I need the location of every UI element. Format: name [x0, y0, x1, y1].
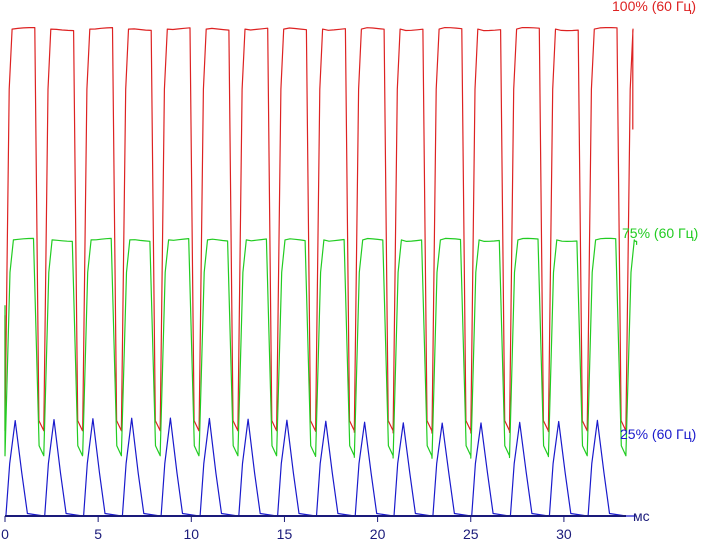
- x-tick-label: 5: [94, 526, 102, 542]
- x-tick-label: 20: [370, 526, 386, 542]
- series-label-25: 25% (60 Гц): [620, 426, 696, 442]
- x-axis-ticks: 0 5 10 15 20 25 30: [1, 516, 572, 542]
- series-label-75: 75% (60 Гц): [622, 225, 698, 241]
- x-tick-label: 10: [184, 526, 200, 542]
- series-layer: [4, 27, 638, 517]
- x-tick-label: 0: [1, 526, 9, 542]
- series-100-line: [4, 27, 634, 434]
- x-tick-label: 15: [277, 526, 293, 542]
- x-axis-unit-label: мс: [633, 508, 650, 524]
- series-25-line: [5, 417, 637, 517]
- x-tick-label: 30: [556, 526, 572, 542]
- series-75-line: [4, 237, 638, 459]
- series-label-100: 100% (60 Гц): [612, 0, 696, 14]
- x-tick-label: 25: [463, 526, 479, 542]
